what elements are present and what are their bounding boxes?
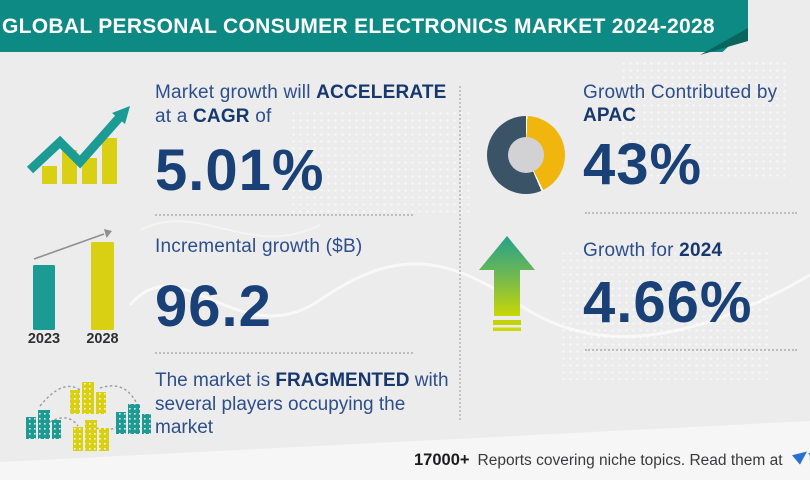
- background-dot-texture: [290, 110, 470, 215]
- building-cluster-left: [26, 410, 61, 439]
- growth-2024-pre: Growth for: [583, 240, 680, 261]
- cagr-headline-line1: Market growth will ACCELERATE: [155, 82, 447, 104]
- fragmented-market-icon: [26, 382, 151, 451]
- technavio-mark-icon: [791, 450, 807, 465]
- reports-count: 17000+: [414, 450, 470, 469]
- incremental-growth-label: Incremental growth ($B): [155, 236, 363, 257]
- donut-hole: [508, 137, 544, 173]
- divider-vertical: [459, 86, 461, 420]
- divider-right-2: [585, 349, 797, 351]
- background-dot-texture: [620, 60, 790, 180]
- apac-value: 43%: [583, 132, 703, 197]
- bar-label-2028: 2028: [86, 331, 119, 347]
- apac-donut-chart: [487, 116, 565, 194]
- footer-bar: 17000+ Reports covering niche topics. Re…: [414, 447, 810, 470]
- divider-right-1: [585, 212, 797, 214]
- fragmented-rest: with several players occupying the marke…: [155, 370, 449, 438]
- cagr-line2-bold: CAGR: [192, 106, 250, 127]
- up-arrow-icon: [479, 236, 535, 331]
- fragmented-text: The market is FRAGMENTED with several pl…: [155, 369, 455, 440]
- cagr-line2-post: of: [249, 106, 272, 127]
- cagr-line2-pre: at a: [155, 106, 193, 127]
- fragmented-bold: FRAGMENTED: [275, 370, 410, 391]
- divider-mid-2: [155, 352, 413, 354]
- technavio-logo[interactable]: technavio: [791, 447, 810, 467]
- bar-comparison-chart: [33, 229, 114, 330]
- growth-2024-year: 2024: [679, 240, 723, 261]
- bar-label-2023: 2023: [27, 331, 61, 347]
- footer-text: Reports covering niche topics. Read them…: [477, 451, 783, 469]
- title-banner: GLOBAL PERSONAL CONSUMER ELECTRONICS MAR…: [0, 0, 748, 52]
- bar-comparison-icon: 2023 2028: [22, 225, 142, 350]
- apac-label-line1: Growth Contributed by: [583, 82, 778, 103]
- building-cluster-bottom: [73, 420, 109, 451]
- growth-2024-value: 4.66%: [583, 270, 753, 335]
- building-cluster-top: [70, 382, 106, 414]
- fragmented-pre: The market is: [155, 370, 276, 391]
- brand-text-blue: tech: [809, 447, 810, 467]
- cagr-headline-line2: at a CAGR of: [155, 106, 271, 128]
- page-title: GLOBAL PERSONAL CONSUMER ELECTRONICS MAR…: [2, 15, 715, 38]
- building-cluster-right: [116, 404, 151, 434]
- apac-label-line2: APAC: [583, 105, 637, 126]
- cagr-headline-normal: Market growth will: [155, 82, 317, 103]
- growth-chart-icon: [26, 106, 130, 184]
- divider-mid-1: [155, 214, 413, 216]
- growth-2024-label: Growth for 2024: [583, 240, 722, 262]
- cagr-value: 5.01%: [155, 138, 325, 203]
- cagr-headline-accelerate: ACCELERATE: [316, 82, 447, 103]
- incremental-growth-value: 96.2: [155, 274, 272, 339]
